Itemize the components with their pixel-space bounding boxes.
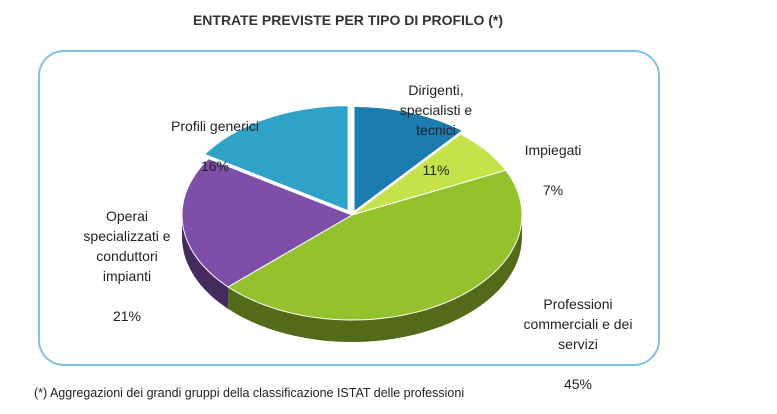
slice-label-text: Impiegati [524, 142, 582, 158]
pie-slice-side [228, 215, 522, 342]
slice-label-dirigenti: Dirigenti, specialisti e tecnici 11% [381, 60, 491, 200]
slice-label-profili: Profili generici 16% [150, 96, 280, 196]
slice-label-value: 21% [112, 308, 142, 324]
slice-label-impiegati: Impiegati 7% [503, 120, 603, 220]
pie-sides [182, 215, 522, 342]
slice-label-text: Profili generici [171, 118, 259, 134]
slice-label-operai: Operai specializzati e conduttori impian… [62, 186, 192, 346]
pie-slice [227, 169, 523, 321]
slice-label-value: 16% [200, 158, 230, 174]
slice-label-value: 7% [542, 182, 564, 198]
pie-slice [203, 105, 349, 212]
slice-label-text: Professioni commerciali e dei servizi [523, 296, 633, 352]
pie-slice [353, 106, 464, 213]
pie-slice [181, 158, 354, 288]
slice-label-text: Dirigenti, specialisti e tecnici [399, 82, 473, 138]
slice-label-professioni: Professioni commerciali e dei servizi 45… [500, 274, 656, 414]
slice-label-text: Operai specializzati e conduttori impian… [83, 208, 171, 284]
pie-slice [351, 133, 507, 216]
footnote: (*) Aggregazioni dei grandi gruppi della… [34, 386, 465, 400]
slice-label-value: 45% [563, 376, 593, 392]
pie-slice-side [182, 215, 229, 309]
slice-label-value: 11% [422, 162, 450, 178]
chart-title: ENTRATE PREVISTE PER TIPO DI PROFILO (*) [192, 12, 504, 28]
chart-frame [38, 50, 660, 366]
